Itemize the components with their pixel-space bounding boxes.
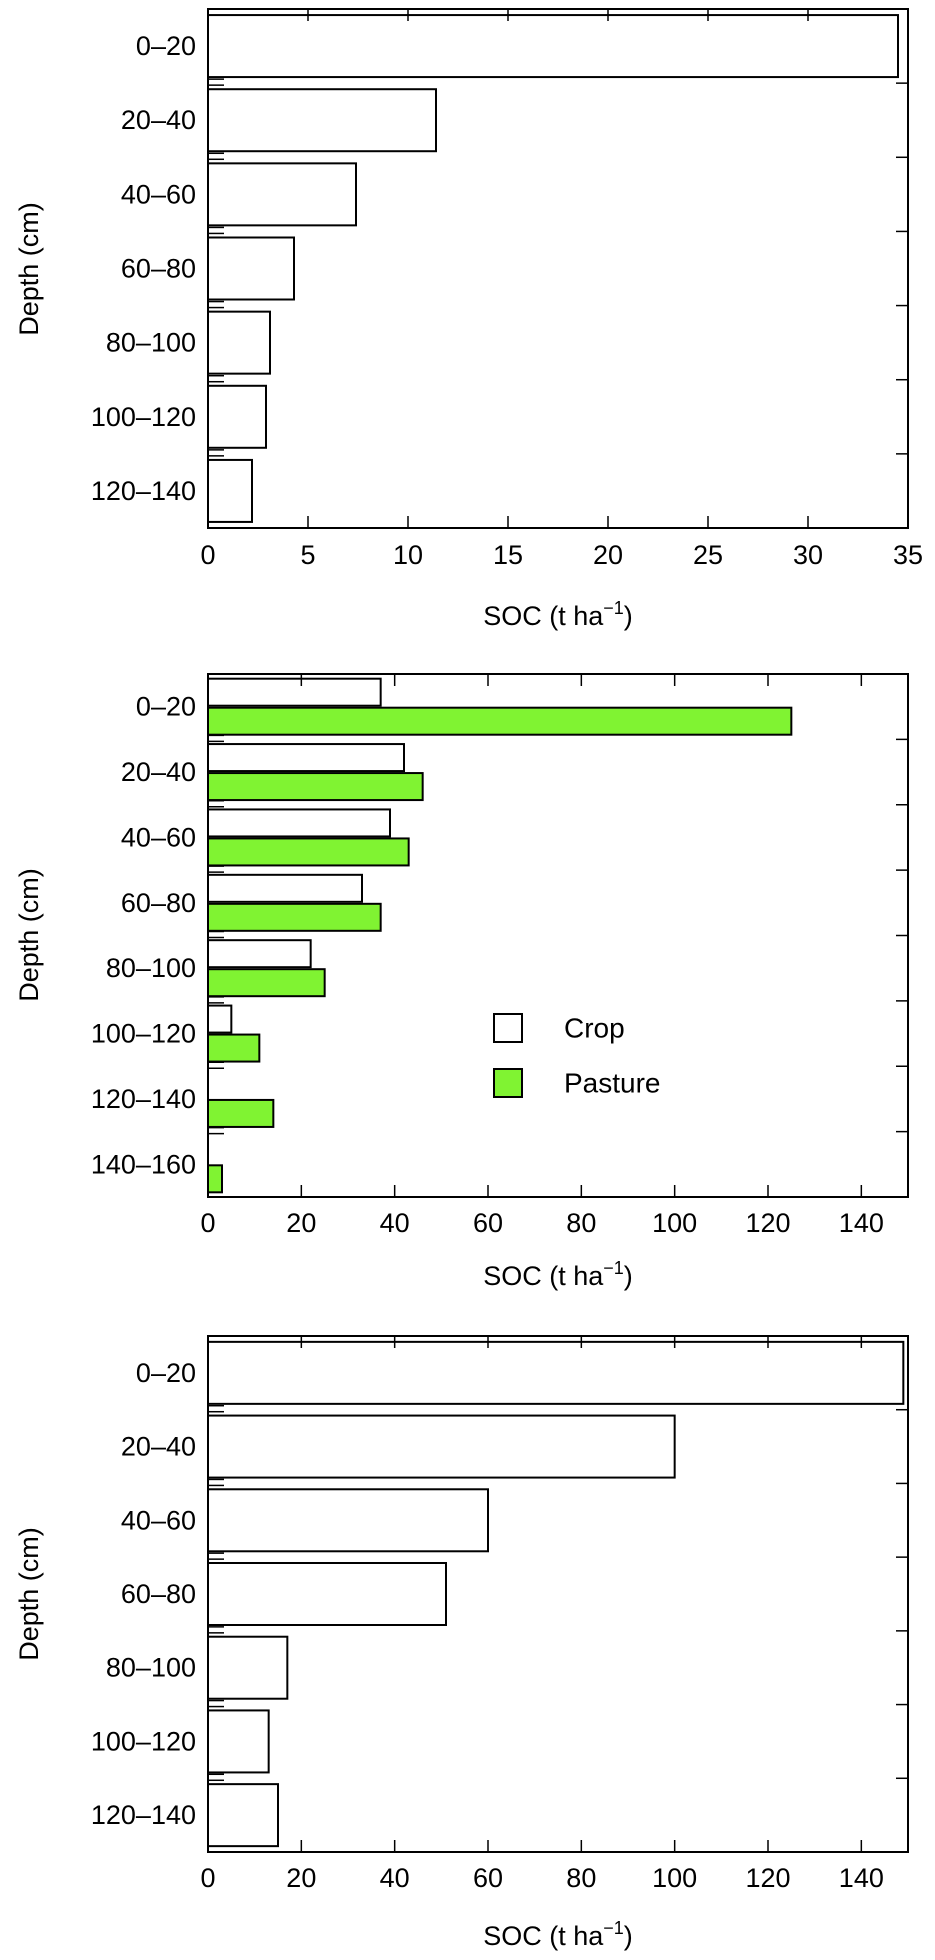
y-tick-label: 120–140 bbox=[91, 476, 196, 506]
x-tick-label: 35 bbox=[893, 540, 923, 570]
x-tick-label: 25 bbox=[693, 540, 723, 570]
bar-pasture-8 bbox=[207, 1164, 223, 1194]
bar-4 bbox=[207, 1562, 447, 1626]
y-tick-label: 40–60 bbox=[121, 822, 196, 852]
bar-5 bbox=[207, 310, 271, 375]
bar-5 bbox=[207, 1635, 289, 1700]
bar-crop-5 bbox=[207, 939, 312, 969]
x-tick-label: 40 bbox=[380, 1863, 410, 1893]
y-tick-label: 40–60 bbox=[121, 1505, 196, 1535]
y-tick-label: 80–100 bbox=[106, 1653, 196, 1683]
bar-2 bbox=[207, 88, 437, 153]
plot-frame bbox=[207, 8, 909, 529]
x-tick-label: 80 bbox=[566, 1208, 596, 1238]
x-axis-label: SOC (t ha−1) bbox=[483, 1258, 633, 1291]
x-tick-label: 120 bbox=[745, 1863, 790, 1893]
x-tick-label: 0 bbox=[200, 1208, 215, 1238]
x-tick-label: 60 bbox=[473, 1863, 503, 1893]
x-axis-label: SOC (t ha−1) bbox=[483, 598, 633, 631]
x-tick-label: 20 bbox=[286, 1863, 316, 1893]
bar-1 bbox=[207, 1340, 905, 1405]
x-tick-label: 0 bbox=[200, 540, 215, 570]
bar-crop-1 bbox=[207, 677, 382, 707]
bar-crop-4 bbox=[207, 873, 363, 903]
y-tick-label: 20–40 bbox=[121, 105, 196, 135]
chart-2: 0 20 40 60 80 100 120 140 0–20 20–40 40–60 60–80 80–… bbox=[14, 673, 909, 1291]
x-tick-label: 20 bbox=[593, 540, 623, 570]
legend: Crop Pasture bbox=[493, 1013, 661, 1099]
y-tick-label: 100–120 bbox=[91, 402, 196, 432]
y-tick-label: 0–20 bbox=[136, 31, 196, 61]
y-tick-label: 60–80 bbox=[121, 888, 196, 918]
x-tick-label: 30 bbox=[793, 540, 823, 570]
x-tick-label: 60 bbox=[473, 1208, 503, 1238]
x-tick-label: 100 bbox=[652, 1863, 697, 1893]
y-tick-label: 0–20 bbox=[136, 692, 196, 722]
bar-pasture-4 bbox=[207, 902, 382, 932]
y-tick-label: 100–120 bbox=[91, 1726, 196, 1756]
y-tick-label: 140–160 bbox=[91, 1149, 196, 1179]
bar-7 bbox=[207, 1783, 279, 1848]
bar-2 bbox=[207, 1414, 676, 1479]
y-tick-label: 40–60 bbox=[121, 179, 196, 209]
bar-1 bbox=[207, 14, 899, 79]
y-tick-label: 60–80 bbox=[121, 1579, 196, 1609]
bar-pasture-5 bbox=[207, 968, 326, 998]
x-tick-label: 10 bbox=[393, 540, 423, 570]
x-tick-label: 140 bbox=[839, 1208, 884, 1238]
legend-swatch-pasture bbox=[493, 1068, 523, 1098]
y-axis-label: Depth (cm) bbox=[14, 1527, 44, 1661]
bar-3 bbox=[207, 1488, 489, 1553]
y-tick-label: 120–140 bbox=[91, 1800, 196, 1830]
x-tick-label: 40 bbox=[380, 1208, 410, 1238]
bar-pasture-7 bbox=[207, 1098, 275, 1128]
y-tick-label: 60–80 bbox=[121, 254, 196, 284]
x-tick-label: 5 bbox=[300, 540, 315, 570]
x-tick-label: 100 bbox=[652, 1208, 697, 1238]
x-tick-label: 0 bbox=[200, 1863, 215, 1893]
bar-6 bbox=[207, 1709, 270, 1774]
bar-pasture-1 bbox=[207, 706, 793, 736]
x-tick-label: 80 bbox=[566, 1863, 596, 1893]
bar-6 bbox=[207, 384, 267, 449]
legend-label-crop: Crop bbox=[564, 1013, 625, 1044]
y-tick-label: 20–40 bbox=[121, 1432, 196, 1462]
legend-label-pasture: Pasture bbox=[564, 1068, 661, 1099]
bar-pasture-2 bbox=[207, 772, 424, 802]
y-tick-label: 80–100 bbox=[106, 328, 196, 358]
y-axis-label: Depth (cm) bbox=[14, 202, 44, 336]
legend-swatch-crop bbox=[493, 1013, 523, 1043]
bar-pasture-3 bbox=[207, 837, 410, 867]
x-tick-label: 15 bbox=[493, 540, 523, 570]
bar-pasture-6 bbox=[207, 1033, 261, 1063]
bar-3 bbox=[207, 162, 357, 227]
chart-3: 0 20 40 60 80 100 120 140 0–20 20–40 40–60 60–80 80–… bbox=[14, 1335, 909, 1951]
x-tick-label: 120 bbox=[745, 1208, 790, 1238]
y-tick-label: 0–20 bbox=[136, 1358, 196, 1388]
bar-7 bbox=[207, 458, 253, 523]
y-tick-label: 120–140 bbox=[91, 1084, 196, 1114]
bar-crop-3 bbox=[207, 808, 391, 838]
x-tick-label: 20 bbox=[286, 1208, 316, 1238]
bar-4 bbox=[207, 236, 295, 301]
x-axis-label: SOC (t ha−1) bbox=[483, 1918, 633, 1951]
bar-crop-6 bbox=[207, 1004, 233, 1034]
x-tick-label: 140 bbox=[839, 1863, 884, 1893]
y-tick-label: 100–120 bbox=[91, 1019, 196, 1049]
chart-1: 0 5 10 15 20 25 30 35 0–20 20–40 40–60 60–80 80–100 1… bbox=[14, 8, 923, 631]
y-tick-label: 20–40 bbox=[121, 757, 196, 787]
y-tick-label: 80–100 bbox=[106, 953, 196, 983]
y-axis-label: Depth (cm) bbox=[14, 868, 44, 1002]
bar-crop-2 bbox=[207, 743, 405, 773]
